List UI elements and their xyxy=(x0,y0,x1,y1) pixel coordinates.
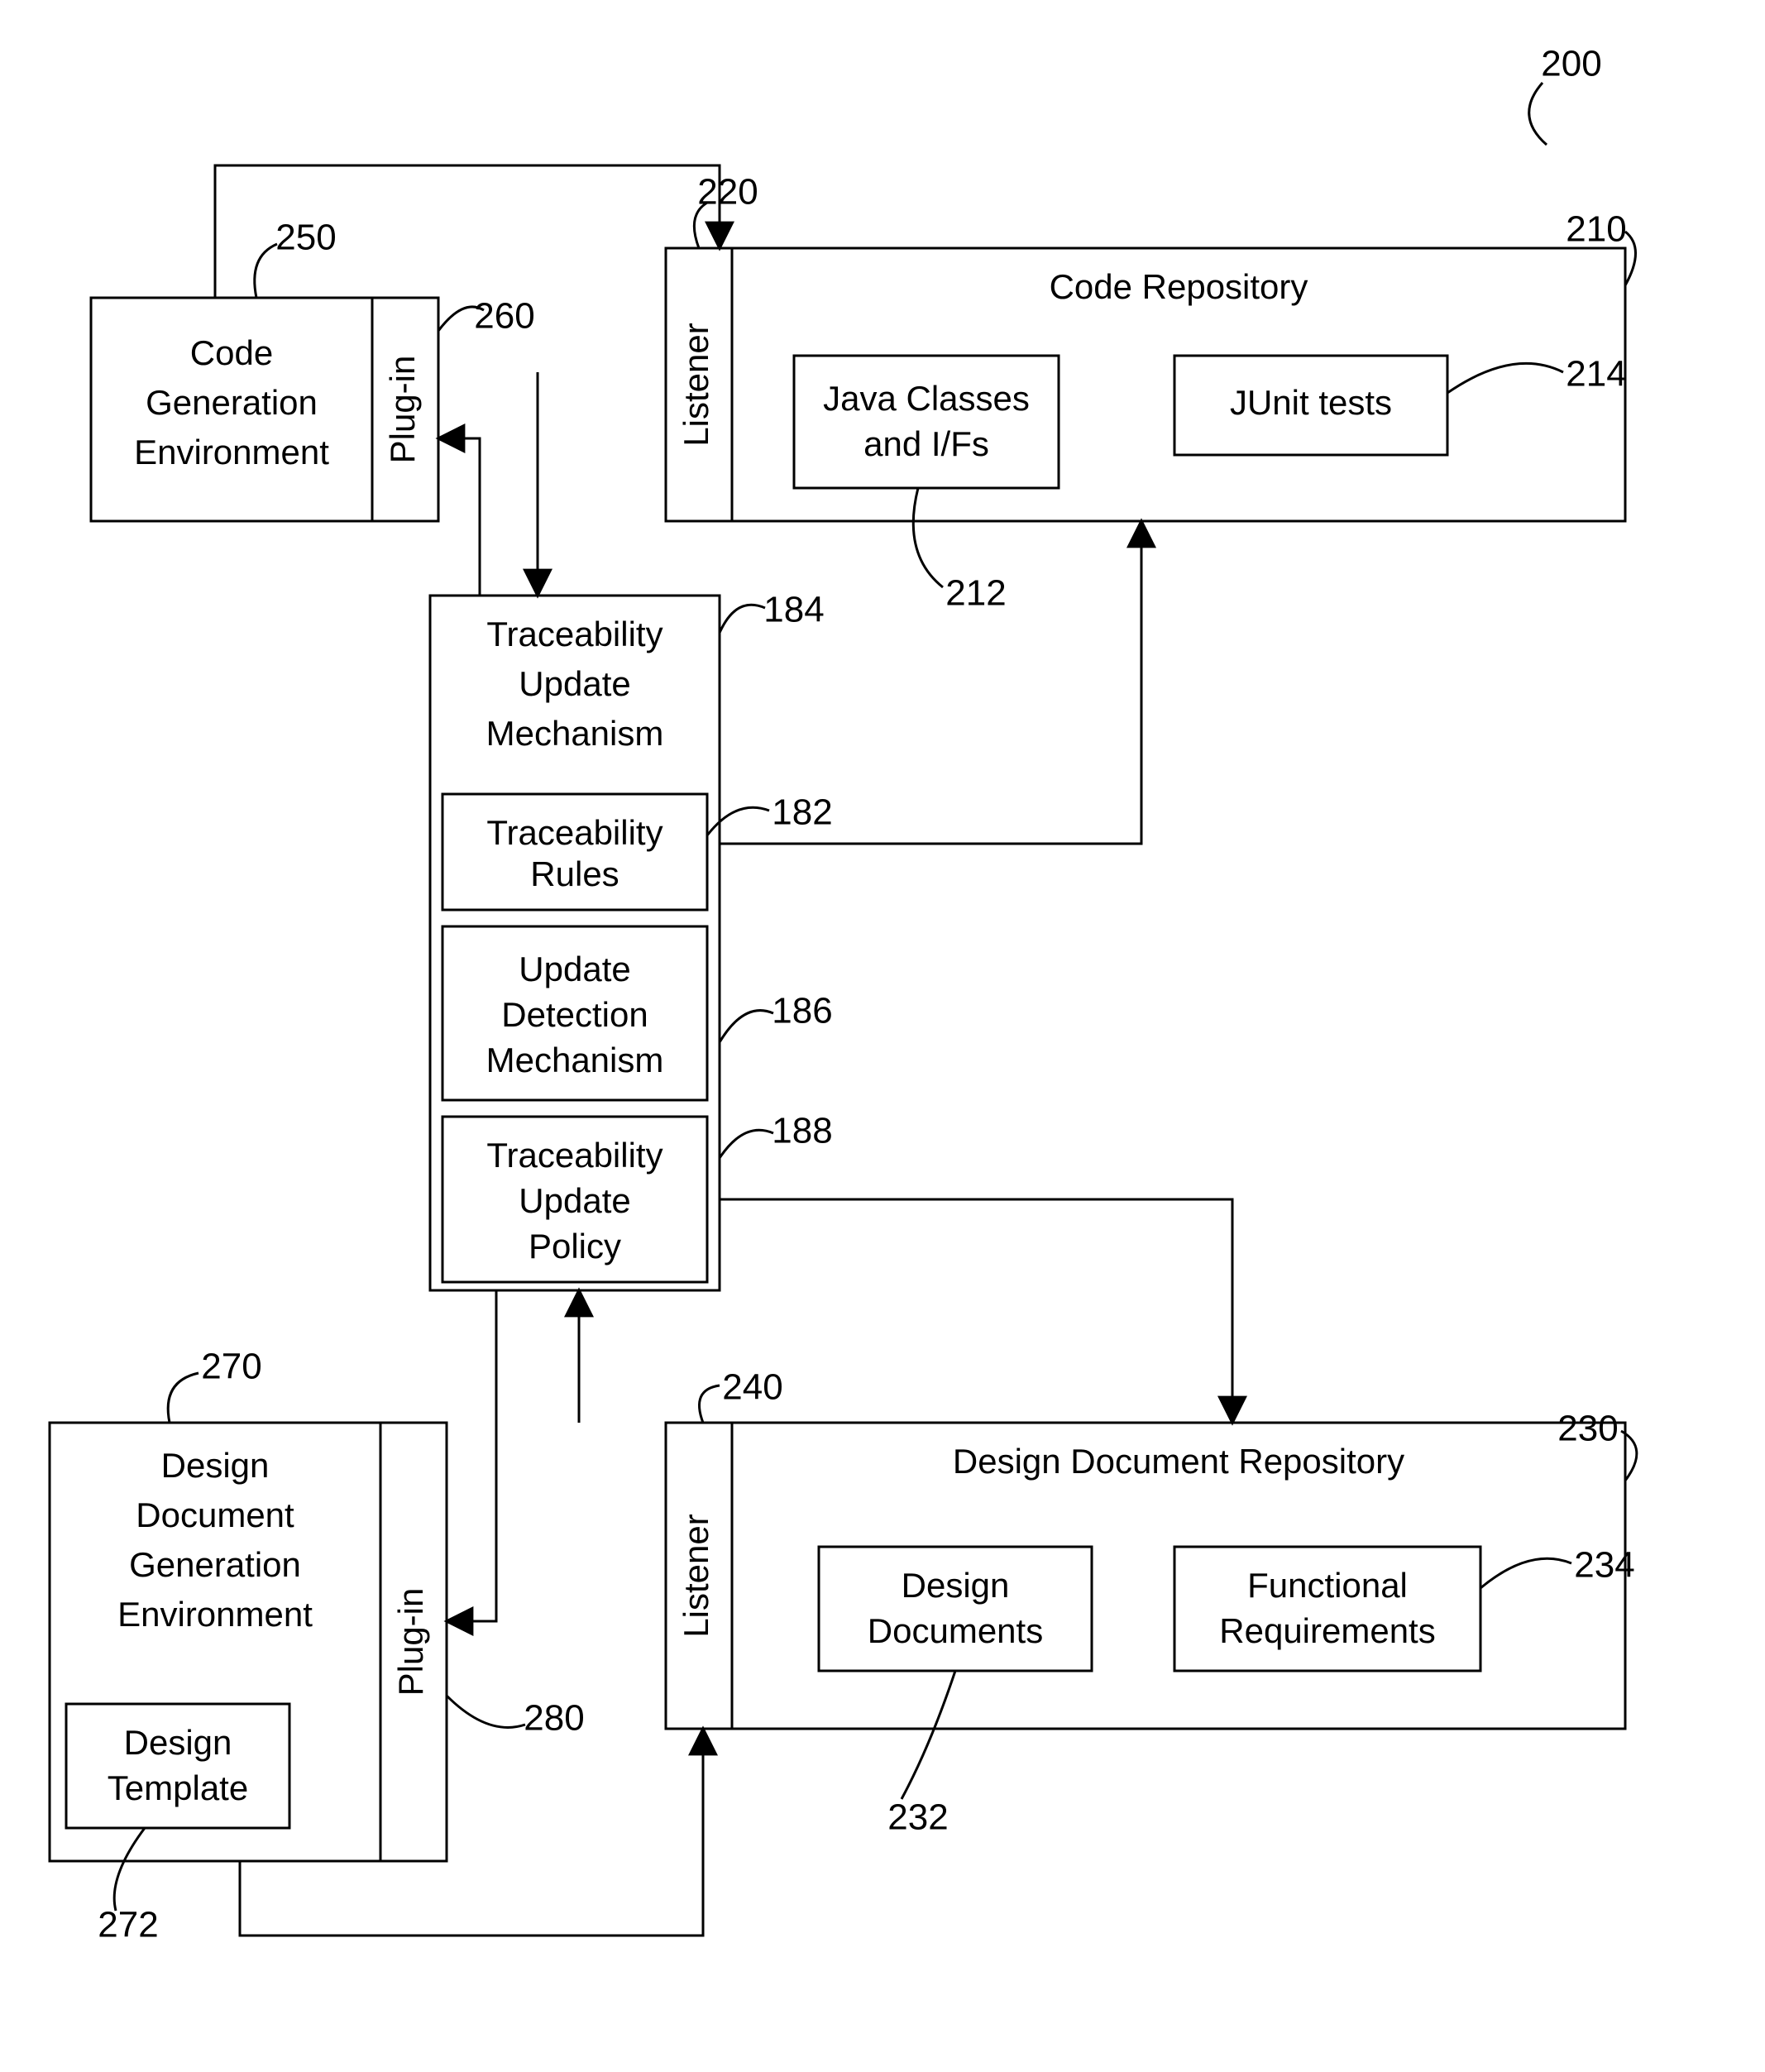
ref-188: 188 xyxy=(772,1111,832,1151)
func-req-l2: Requirements xyxy=(1219,1611,1435,1650)
tum-l3: Mechanism xyxy=(486,714,664,753)
update-detect-l3: Mechanism xyxy=(486,1041,664,1079)
lead-240 xyxy=(700,1385,720,1423)
func-req-l1: Functional xyxy=(1247,1566,1408,1605)
lead-250 xyxy=(255,244,277,298)
ref-200: 200 xyxy=(1541,44,1601,84)
ref-184: 184 xyxy=(763,590,824,630)
lead-270 xyxy=(168,1373,199,1423)
trace-rules-l1: Traceability xyxy=(486,813,662,852)
lead-188 xyxy=(720,1130,773,1158)
design-env-l4: Environment xyxy=(117,1595,313,1634)
arrow-tum-to-code-plugin xyxy=(438,438,480,596)
tum-l1: Traceability xyxy=(486,615,662,653)
code-listener-label: Listener xyxy=(677,323,715,446)
lead-280 xyxy=(447,1696,525,1727)
ref-250: 250 xyxy=(275,218,336,258)
design-env-l1: Design xyxy=(161,1446,270,1485)
ref-232: 232 xyxy=(887,1797,948,1838)
ref-212: 212 xyxy=(945,573,1006,614)
design-docs-l1: Design xyxy=(902,1566,1010,1605)
trace-policy-l2: Update xyxy=(519,1181,630,1220)
lead-200 xyxy=(1529,83,1547,145)
update-detect-l2: Detection xyxy=(501,995,648,1034)
ref-280: 280 xyxy=(524,1698,584,1739)
design-listener-label: Listener xyxy=(677,1514,715,1637)
arrow-tum-to-design-repo xyxy=(720,1199,1232,1423)
ref-240: 240 xyxy=(722,1367,782,1408)
ref-186: 186 xyxy=(772,991,832,1031)
tum-l2: Update xyxy=(519,664,630,703)
ref-272: 272 xyxy=(98,1905,158,1945)
ref-210: 210 xyxy=(1566,209,1626,250)
ref-260: 260 xyxy=(474,296,534,337)
ref-270: 270 xyxy=(201,1347,261,1387)
code-gen-l3: Environment xyxy=(134,433,329,471)
ref-182: 182 xyxy=(772,792,832,833)
trace-policy-l3: Policy xyxy=(529,1227,621,1266)
trace-rules-l2: Rules xyxy=(530,854,619,893)
design-env-l3: Generation xyxy=(129,1545,301,1584)
java-classes-l1: Java Classes xyxy=(823,379,1030,418)
update-detect-l1: Update xyxy=(519,950,630,988)
system-diagram: Code Repository Listener Java Classes and I… xyxy=(0,0,1765,2072)
design-plugin-label: Plug-in xyxy=(391,1588,430,1696)
ref-234: 234 xyxy=(1574,1545,1634,1586)
java-classes-box xyxy=(794,356,1059,488)
ref-214: 214 xyxy=(1566,354,1626,395)
design-template-l1: Design xyxy=(124,1723,232,1762)
lead-210 xyxy=(1625,232,1636,285)
design-repo-title: Design Document Repository xyxy=(953,1442,1404,1481)
ref-220: 220 xyxy=(697,172,758,213)
junit-tests-label: JUnit tests xyxy=(1230,383,1392,422)
lead-184 xyxy=(720,605,765,633)
code-plugin-label: Plug-in xyxy=(383,356,422,464)
design-docs-l2: Documents xyxy=(868,1611,1043,1650)
code-repository-title: Code Repository xyxy=(1050,267,1308,306)
code-gen-l1: Code xyxy=(190,333,273,372)
ref-230: 230 xyxy=(1557,1409,1618,1449)
design-template-l2: Template xyxy=(108,1768,248,1807)
java-classes-l2: and I/Fs xyxy=(863,424,989,463)
lead-186 xyxy=(720,1011,773,1042)
design-env-l2: Document xyxy=(136,1495,294,1534)
arrow-tum-to-design-plugin xyxy=(447,1290,496,1621)
code-gen-l2: Generation xyxy=(146,383,318,422)
trace-policy-l1: Traceability xyxy=(486,1136,662,1175)
